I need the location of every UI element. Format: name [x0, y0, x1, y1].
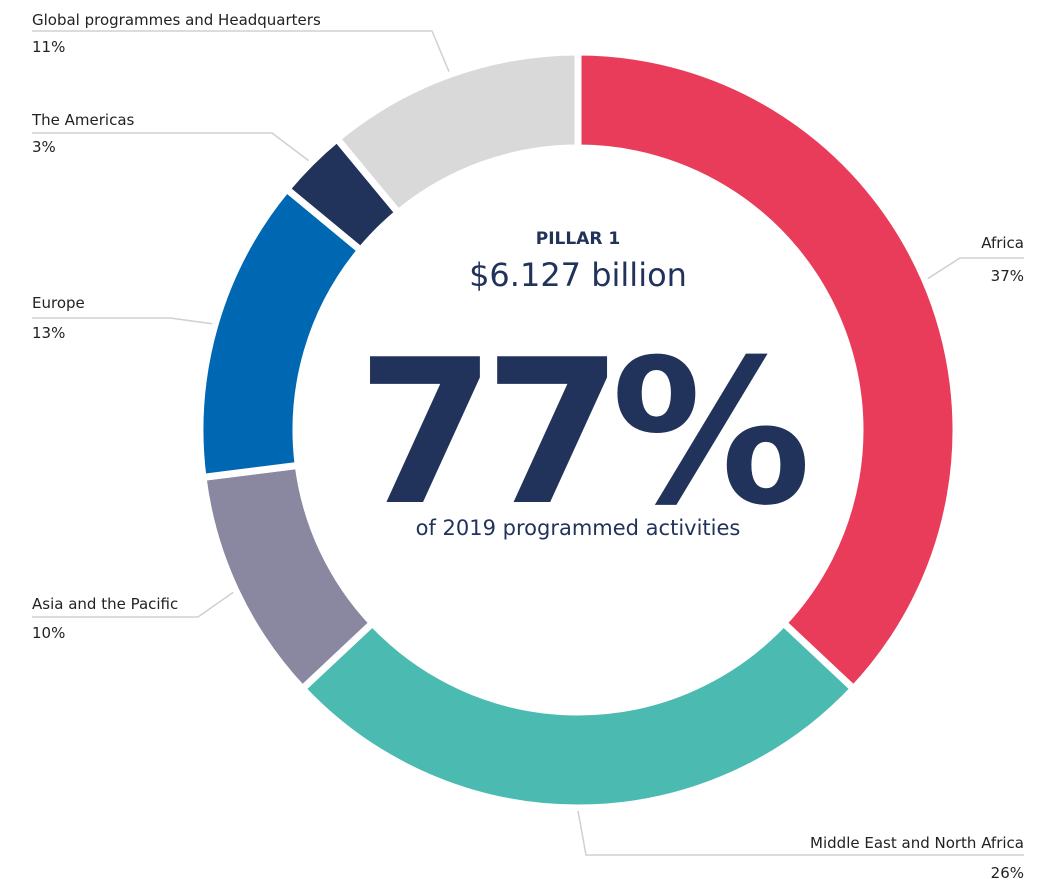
donut-segment: [298, 619, 858, 812]
leader-line: [32, 591, 234, 618]
segment-label: Europe: [32, 294, 85, 312]
leader-line: [32, 132, 310, 162]
center-kicker: PILLAR 1: [536, 229, 620, 249]
segment-value-label: 3%: [32, 138, 56, 156]
segment-value-label: 37%: [991, 267, 1024, 285]
center-caption: of 2019 programmed activities: [416, 516, 741, 540]
donut-segment: [333, 48, 582, 217]
segment-label: Middle East and North Africa: [810, 834, 1024, 852]
segment-value-label: 10%: [32, 624, 65, 642]
segment-label: Africa: [981, 234, 1024, 252]
segment-label: Asia and the Pacific: [32, 595, 178, 613]
center-amount: $6.127 billion: [469, 256, 687, 294]
leader-line: [32, 30, 450, 72]
segment-label: The Americas: [31, 111, 135, 129]
leader-line: [577, 810, 1024, 856]
segment-value-label: 11%: [32, 38, 65, 56]
donut-segment: [574, 48, 960, 693]
segment-value-label: 26%: [991, 864, 1024, 882]
segment-label: Global programmes and Headquarters: [32, 11, 321, 29]
center-share: 77%: [357, 317, 806, 550]
leader-line: [927, 257, 1024, 280]
leader-line: [32, 317, 213, 325]
segment-value-label: 13%: [32, 324, 65, 342]
